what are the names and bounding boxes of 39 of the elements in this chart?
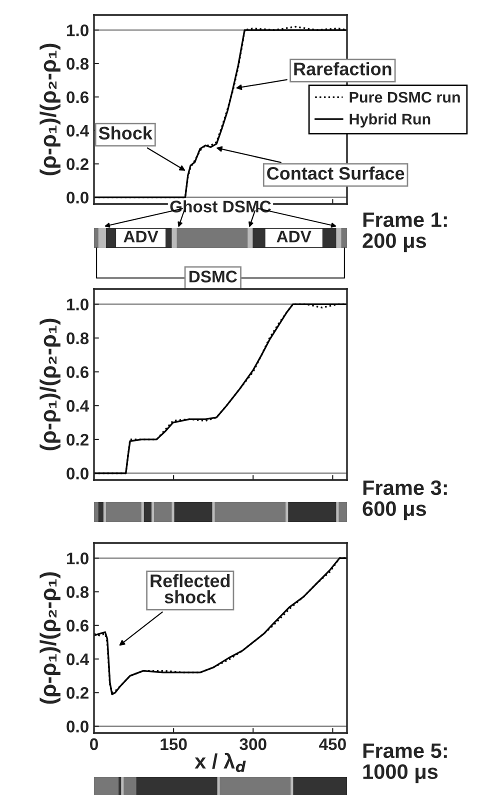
y-tick-label: 0.6 [66,620,89,632]
y-tick-label: 0.4 [66,124,90,137]
y-tick-label: 0.4 [66,653,90,666]
text: Frame 5: 1000 μs [363,744,447,784]
y-tick-label: 0.8 [66,58,89,70]
annotation: Rarefaction [294,62,392,76]
y-tick-label: 0.8 [66,332,89,344]
text: Frame 3: 600 μs [362,480,447,520]
y-axis-title: (ρ-ρ₁)/(ρ₂-ρ₁) [40,572,60,704]
annotation: Reflected shock [150,574,230,604]
legend-label: Pure DSMC run [350,92,460,103]
y-tick-label: 1.0 [67,552,88,564]
y-tick-label: 0.0 [66,192,88,204]
x-tick-label: 300 [240,738,266,750]
y-tick-label: 1.0 [67,24,88,36]
x-tick-label: 0 [90,738,98,750]
text: Frame 1: 200 μs [362,212,447,252]
y-axis-title: (ρ-ρ₁)/(ρ₂-ρ₁) [40,44,60,176]
y-tick-label: 0.8 [66,586,89,598]
y-tick-label: 0.6 [66,91,89,104]
legend-label: Hybrid Run [350,113,430,128]
text: DSMC [189,270,237,282]
y-tick-label: 1.0 [67,298,88,310]
y-tick-label: 0.0 [66,720,88,732]
annotation: Shock [98,126,152,140]
annotation: Ghost DSMC [170,200,271,212]
x-tick-label: 450 [319,738,346,750]
text: ADV [124,230,158,242]
x-tick-label: 150 [160,738,187,750]
annotation: Contact Surface [267,166,404,180]
y-tick-label: 0.6 [66,366,89,378]
text: ADV [276,230,312,242]
y-tick-label: 0.2 [66,434,88,446]
y-tick-label: 0.4 [66,400,90,412]
y-tick-label: 0.2 [66,687,88,699]
y-tick-label: 0.0 [66,468,88,480]
x-axis-title: x / λ$_{d}$ [194,752,246,772]
y-tick-label: 0.2 [66,158,88,170]
y-axis-title: (ρ-ρ₁)/(ρ₂-ρ₁) [40,318,60,450]
